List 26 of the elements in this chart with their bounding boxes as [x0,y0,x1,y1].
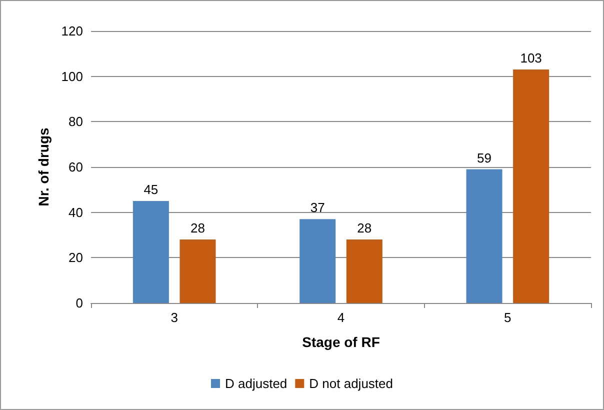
y-axis-title: Nr. of drugs [35,128,52,206]
bar [466,169,502,303]
y-tick-label: 40 [68,204,83,220]
y-tick-label: 100 [61,68,83,84]
legend-label: D not adjusted [309,376,393,391]
data-label: 103 [520,50,542,66]
bar [132,201,169,303]
bar [346,240,382,303]
y-tick-label: 80 [68,114,83,130]
bar [180,240,216,303]
x-tick-label: 5 [504,310,512,325]
data-label: 37 [310,200,325,216]
bar [513,70,550,303]
data-label: 28 [190,220,205,236]
y-tick-label: 20 [68,250,83,266]
x-axis-title: Stage of RF [302,334,380,350]
data-label: 28 [357,220,372,236]
y-tick-label: 0 [76,296,83,310]
x-tick-label: 4 [337,310,345,325]
data-label: 45 [144,182,158,197]
x-tick-label: 3 [170,310,178,325]
y-tick-label: 120 [61,24,83,38]
bar [300,219,336,303]
data-label: 59 [477,150,492,166]
legend-label: D adjusted [225,376,288,391]
y-tick-label: 60 [68,160,83,174]
